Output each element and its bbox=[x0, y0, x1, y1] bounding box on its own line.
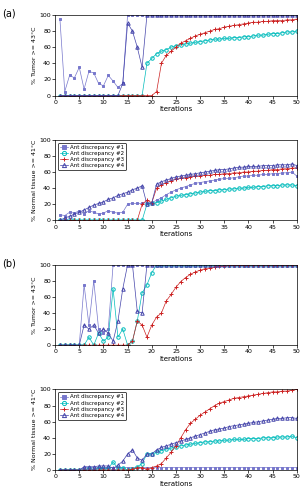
Y-axis label: % Tumor >= 43°C: % Tumor >= 43°C bbox=[32, 276, 36, 334]
Text: (a): (a) bbox=[2, 8, 16, 18]
Legend: Ant discrepancy #1, Ant discrepancy #2, Ant discrepancy #3, Ant discrepancy #4: Ant discrepancy #1, Ant discrepancy #2, … bbox=[58, 142, 126, 171]
Text: (b): (b) bbox=[2, 258, 16, 268]
Y-axis label: % Normal tissue >= 41°C: % Normal tissue >= 41°C bbox=[32, 140, 36, 221]
X-axis label: Iterations: Iterations bbox=[159, 356, 192, 362]
X-axis label: Iterations: Iterations bbox=[159, 231, 192, 237]
X-axis label: Iterations: Iterations bbox=[159, 480, 192, 486]
Y-axis label: % Normal tissue >= 41°C: % Normal tissue >= 41°C bbox=[32, 389, 36, 470]
Y-axis label: % Tumor >= 43°C: % Tumor >= 43°C bbox=[32, 26, 36, 84]
Legend: Ant discrepancy #1, Ant discrepancy #2, Ant discrepancy #3, Ant discrepancy #4: Ant discrepancy #1, Ant discrepancy #2, … bbox=[58, 392, 126, 420]
X-axis label: Iterations: Iterations bbox=[159, 106, 192, 112]
